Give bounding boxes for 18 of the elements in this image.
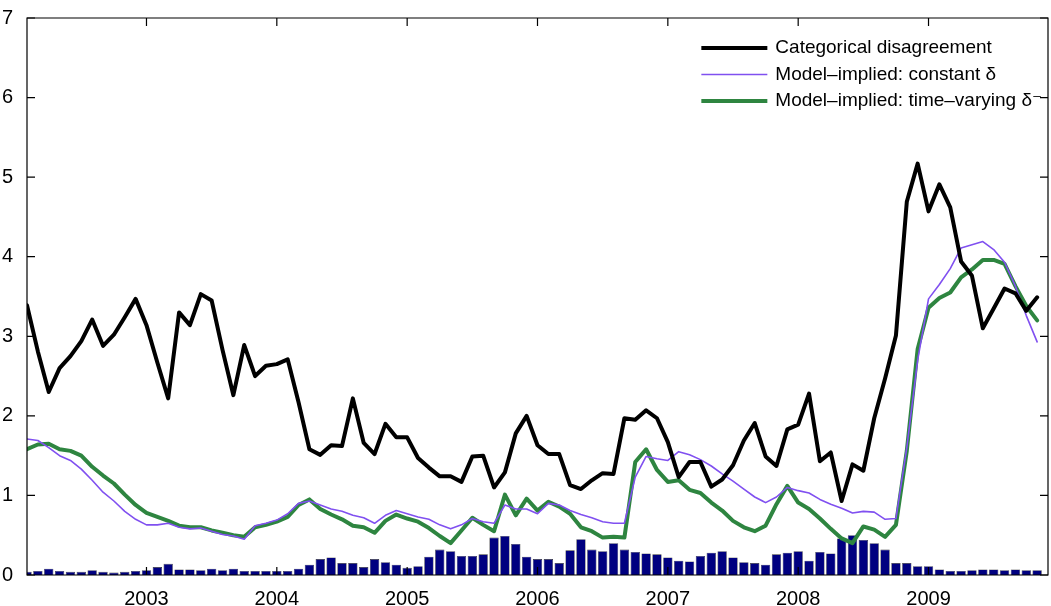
y-tick-label: 4 [1, 244, 13, 267]
y-tick-label: 7 [1, 5, 13, 28]
legend-label: Model–implied: time–varying δ⁻ [775, 89, 1043, 111]
x-tick-label: 2007 [645, 586, 691, 606]
x-tick-label: 2003 [124, 586, 169, 606]
x-tick-label: 2009 [906, 586, 951, 606]
y-tick-label: 2 [1, 403, 13, 426]
y-tick-label: 3 [1, 323, 13, 346]
y-tick-label: 6 [1, 85, 13, 108]
legend-label: Model–implied: constant δ [775, 62, 997, 84]
legend-label: Categorical disagreement [775, 36, 993, 58]
x-tick-label: 2004 [254, 586, 300, 606]
x-tick-label: 2008 [775, 586, 821, 606]
x-tick-label: 2005 [384, 586, 430, 606]
y-tick-label: 5 [1, 164, 13, 187]
x-tick-label: 2006 [515, 586, 560, 606]
y-tick-label: 0 [1, 562, 13, 585]
y-tick-label: 1 [1, 482, 13, 505]
